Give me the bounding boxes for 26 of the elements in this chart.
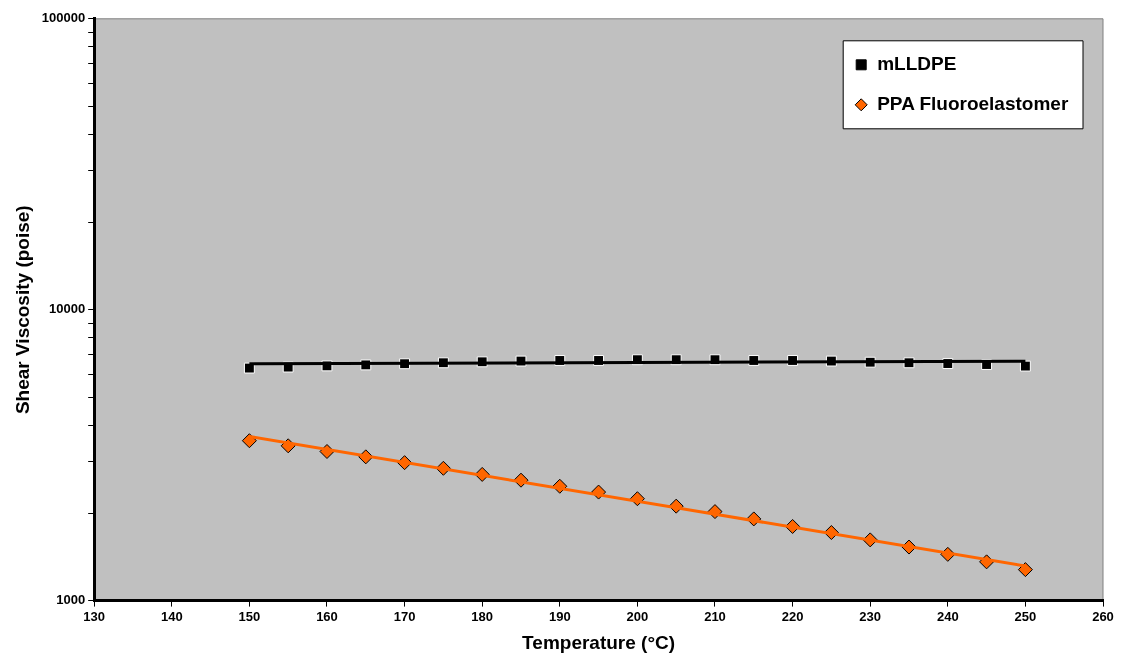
x-tick-label: 220: [781, 608, 804, 624]
point: [1019, 360, 1031, 372]
y-tick-label: 100000: [41, 10, 86, 26]
legend-label: mLLDPE: [877, 53, 957, 75]
y-tick-label: 10000: [49, 301, 86, 317]
x-tick-label: 250: [1014, 608, 1037, 624]
x-tick-label: 160: [316, 608, 338, 624]
y-tick-label: 1000: [56, 592, 86, 608]
point: [243, 362, 255, 374]
x-tick-label: 130: [83, 608, 106, 624]
legend-label: PPA Fluoroelastomer: [877, 93, 1069, 115]
x-tick-label: 240: [936, 608, 959, 624]
x-tick-label: 150: [238, 608, 261, 624]
x-tick-label: 190: [548, 608, 571, 624]
x-tick-label: 170: [393, 608, 416, 624]
x-tick-label: 230: [859, 608, 882, 624]
x-tick-label: 200: [626, 608, 649, 624]
point: [1017, 562, 1033, 578]
point: [241, 433, 257, 449]
x-axis-title: Temperature (°C): [522, 631, 676, 653]
y-axis-title: Shear Viscosity (poise): [11, 205, 33, 415]
x-tick-label: 140: [160, 608, 183, 624]
x-tick-label: 180: [471, 608, 494, 624]
point: [515, 355, 527, 367]
x-tick-label: 210: [704, 608, 726, 624]
x-tick-label: 260: [1092, 608, 1114, 624]
